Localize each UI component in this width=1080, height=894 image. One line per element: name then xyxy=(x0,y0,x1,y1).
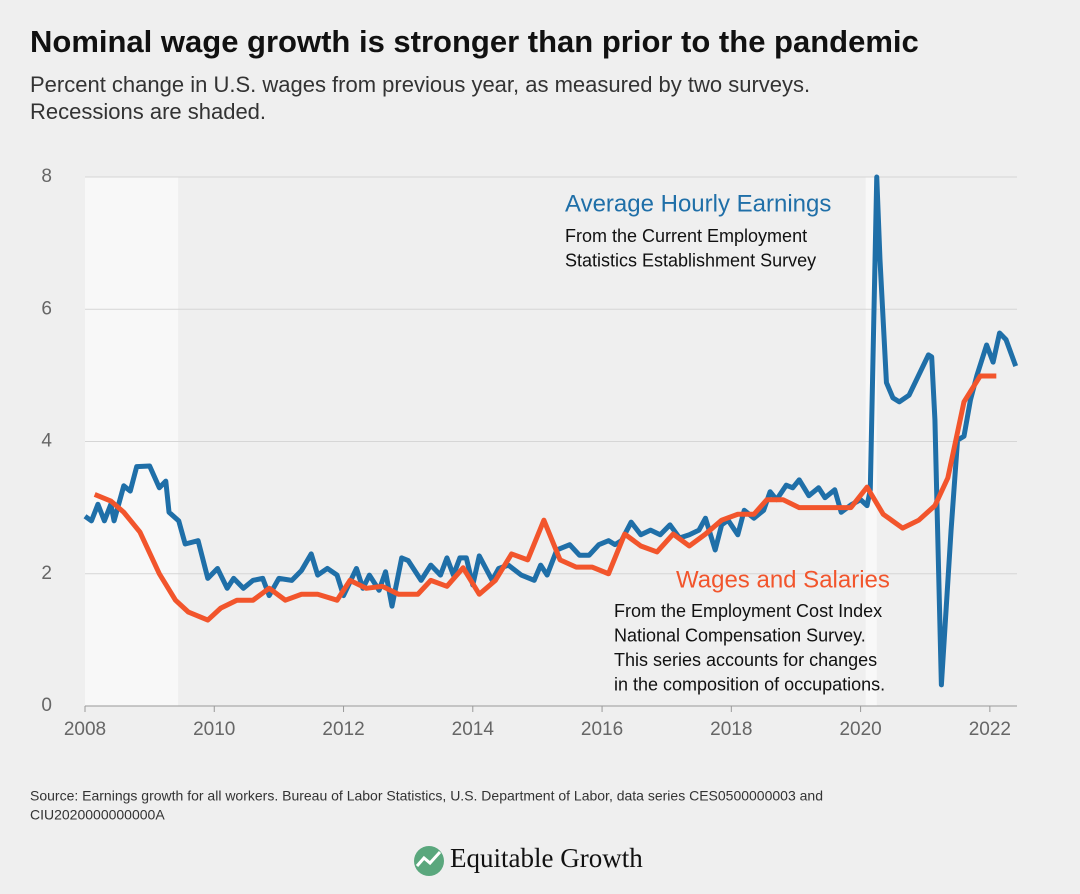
subtitle: Recessions are shaded. xyxy=(30,99,266,124)
x-tick-label: 2016 xyxy=(581,719,623,740)
series-line xyxy=(93,373,997,623)
x-tick-label: 2020 xyxy=(839,719,881,740)
annotation: From the Current Employment xyxy=(565,226,807,246)
annotation: This series accounts for changes xyxy=(614,650,877,670)
x-tick-label: 2018 xyxy=(710,719,752,740)
x-tick-label: 2010 xyxy=(193,719,235,740)
source: Source: Earnings growth for all workers.… xyxy=(30,788,823,804)
x-tick-label: 2022 xyxy=(969,719,1011,740)
y-tick-label: 2 xyxy=(41,563,52,584)
y-tick-label: 8 xyxy=(41,166,52,187)
source: CIU2020000000000A xyxy=(30,807,165,823)
chart-title: Nominal wage growth is stronger than pri… xyxy=(30,24,919,59)
x-tick-label: 2008 xyxy=(64,719,106,740)
logo-line xyxy=(415,850,442,867)
annotation: From the Employment Cost Index xyxy=(614,601,882,621)
logo-text: Equitable Growth xyxy=(450,843,643,873)
logo-icon xyxy=(414,846,444,876)
annotation: National Compensation Survey. xyxy=(614,625,866,645)
series-line xyxy=(83,174,1019,688)
y-tick-label: 4 xyxy=(41,431,52,452)
y-tick-label: 6 xyxy=(41,298,52,319)
x-tick-label: 2012 xyxy=(322,719,364,740)
x-tick-label: 2014 xyxy=(452,719,495,740)
plot: 0 2 4 6 8 2008 2010 2012 2014 2016 2018 2020 2022 Ave… xyxy=(41,166,1019,740)
series-label: Wages and Salaries xyxy=(676,566,890,593)
y-tick-label: 0 xyxy=(41,695,52,716)
annotation: Statistics Establishment Survey xyxy=(565,250,816,270)
annotation: in the composition of occupations. xyxy=(614,674,885,694)
subtitle: Percent change in U.S. wages from previo… xyxy=(30,72,810,97)
series-label: Average Hourly Earnings xyxy=(565,190,831,217)
